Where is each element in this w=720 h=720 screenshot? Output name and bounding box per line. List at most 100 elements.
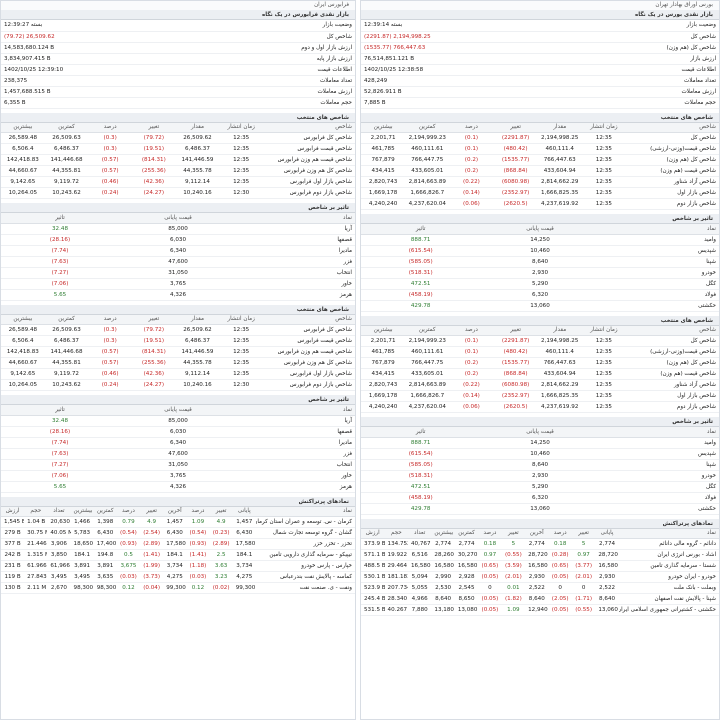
table-row[interactable]: خاور 3,765 (7.06) (1, 278, 355, 290)
symbol-link[interactable]: فولاد (599, 492, 719, 504)
index-name[interactable]: شاخص قیمت (هم وزن) (625, 368, 719, 380)
index-name[interactable]: شاخص قیمت هم وزن فرابورس (262, 154, 355, 166)
table-row[interactable]: خپارس - پارس خودرو 3,734 3.63 (1.18) 3,734 (1… (1, 560, 355, 572)
table-row[interactable]: هرمز 4,326 5.65 (1, 481, 355, 493)
column-header[interactable]: قیمت پایانی (480, 427, 600, 438)
column-header[interactable]: تاثیر (1, 213, 119, 224)
index-name[interactable]: شاخص کل هم وزن فرابورس (262, 165, 355, 177)
column-header[interactable]: زمان انتشار (219, 122, 263, 133)
index-name[interactable]: شاخص آزاد شناور (625, 379, 719, 391)
table-row[interactable]: شپنا - پالایش نفت اصفهان 8,640 (1.71) (2.05… (361, 593, 719, 605)
index-name[interactable]: شاخص بازار دوم (625, 401, 719, 413)
table-row[interactable]: حکشتی 13,060 429.78 (361, 300, 719, 312)
table-row[interactable]: شاخص کل فرابورس 12:35 26,509.62 (79.72) (0.3… (1, 324, 355, 336)
symbol-link[interactable]: ونفت - ی. صنعت نفت (255, 582, 355, 594)
table-row[interactable]: اشاد - بورس انرژی ایران 28,720 0.97 (0.28) 2… (361, 549, 719, 561)
table-row[interactable]: مادیرا 6,340 (7.74) (1, 245, 355, 257)
symbol-link[interactable]: حکشتی (599, 300, 719, 312)
column-header[interactable]: بیشترین (1, 314, 45, 325)
column-header[interactable]: شاخص (625, 122, 719, 133)
table-row[interactable]: خودرو - ایران خودرو 2,930 (2.01) (0.05) 2,93… (361, 571, 719, 583)
symbol-link[interactable]: قصفها (237, 234, 355, 246)
table-row[interactable]: شستا - سرمایه گذاری تامین 16,580 (3.77) (0.… (361, 560, 719, 572)
column-header[interactable]: حجم (24, 506, 48, 517)
table-row[interactable]: فزر 47,600 (7.63) (1, 448, 355, 460)
symbol-link[interactable]: خپارس - پارس خودرو (255, 560, 355, 572)
column-header[interactable]: زمان انتشار (581, 325, 626, 336)
column-header[interactable]: مقدار (175, 122, 220, 133)
index-name[interactable]: شاخص قیمت فرابورس (262, 143, 355, 155)
table-row[interactable]: شاخص بازار اول 12:35 1,666,825.35 (2352.97)… (361, 390, 719, 402)
table-row[interactable]: شپدیس 10,460 (615.54) (361, 245, 719, 257)
column-header[interactable]: مقدار (537, 122, 582, 133)
column-header[interactable]: کمترین (44, 122, 89, 133)
table-row[interactable]: وامید 14,250 888.71 (361, 234, 719, 246)
table-row[interactable]: شاخص قیمت(وزنی-ارزشی) 12:35 460,111.4 (480.… (361, 346, 719, 358)
index-name[interactable]: شاخص کل فرابورس (262, 132, 355, 144)
symbol-link[interactable]: خاور (237, 278, 355, 290)
column-header[interactable]: کمترین (405, 325, 450, 336)
table-row[interactable]: خودرو 2,930 (518.31) (361, 267, 719, 279)
symbol-link[interactable]: تیپیکو - سرمایه گذاری دارویی تامین (255, 549, 355, 561)
symbol-link[interactable]: حکشتی (599, 503, 719, 515)
symbol-link[interactable]: کرمان - س. توسعه و عمران استان کرمان (255, 516, 355, 528)
table-row[interactable]: کماسه - پالایش نفت بندرعباس 4,275 3.23 (0.0… (1, 571, 355, 583)
table-row[interactable]: شاخص قیمت هم وزن فرابورس 12:35 141,446.59(… (1, 154, 355, 166)
column-header[interactable]: درصد (478, 528, 502, 539)
symbol-link[interactable]: هرمز (237, 481, 355, 493)
symbol-link[interactable]: فزر (237, 448, 355, 460)
column-header[interactable]: درصد (88, 122, 132, 133)
index-name[interactable]: شاخص بازار دوم (625, 198, 719, 210)
index-name[interactable]: شاخص قیمت(وزنی-ارزشی) (625, 346, 719, 358)
column-header[interactable]: نماد (237, 405, 355, 416)
column-header[interactable]: بیشترین (70, 506, 94, 517)
symbol-link[interactable]: آریا (237, 415, 355, 427)
table-row[interactable]: شاخص بازار اول 12:35 1,666,825.35 (2352.97)… (361, 187, 719, 199)
table-row[interactable]: آریا 85,000 32.48 (1, 223, 355, 235)
table-row[interactable]: شاخص قیمت فرابورس 12:35 6,486.37 (19.51) (0.… (1, 335, 355, 347)
column-header[interactable]: نماد (255, 506, 355, 517)
symbol-link[interactable]: انتخاب (237, 459, 355, 471)
index-name[interactable]: شاخص کل (هم وزن) (625, 154, 719, 166)
column-header[interactable]: آخرین (163, 506, 187, 517)
column-header[interactable]: نماد (599, 427, 719, 438)
column-header[interactable]: شاخص (262, 314, 355, 325)
symbol-link[interactable]: شپدیس (599, 448, 719, 460)
breadcrumb[interactable]: بورس اوراق بهادار تهران (361, 1, 719, 10)
table-row[interactable]: شاخص کل هم وزن فرابورس 12:35 44,355.78 (255… (1, 357, 355, 369)
column-header[interactable]: نماد (618, 528, 719, 539)
symbol-link[interactable]: مادیرا (237, 245, 355, 257)
column-header[interactable]: آخرین (525, 528, 549, 539)
column-header[interactable]: تعداد (407, 528, 432, 539)
column-header[interactable]: درصد (548, 528, 572, 539)
table-row[interactable]: حکشتی 13,060 429.78 (361, 503, 719, 515)
symbol-link[interactable]: کماسه - پالایش نفت بندرعباس (255, 571, 355, 583)
column-header[interactable]: قیمت پایانی (119, 405, 237, 416)
table-row[interactable]: شاخص بازار دوم 12:35 4,237,619.92 (2620.5)(… (361, 401, 719, 413)
column-header[interactable]: درصد (186, 506, 210, 517)
breadcrumb[interactable]: فرابورس ایران (1, 1, 355, 10)
table-row[interactable]: تخزر - تخزر خزر 17,580 (2.89) (0.93) 17,580(… (1, 538, 355, 550)
column-header[interactable]: تغییر (132, 314, 176, 325)
symbol-link[interactable]: خاور (237, 470, 355, 482)
symbol-link[interactable]: کگل (599, 278, 719, 290)
symbol-link[interactable]: کگل (599, 481, 719, 493)
symbol-link[interactable]: هرمز (237, 289, 355, 301)
index-name[interactable]: شاخص کل (625, 335, 719, 347)
table-row[interactable]: ونفت - ی. صنعت نفت 99,300 (0.02) 0.12 99,300… (1, 582, 355, 594)
column-header[interactable]: درصد (449, 325, 494, 336)
table-row[interactable]: شاخص بازار اول فرابورس 12:35 9,112.14 (42.3… (1, 368, 355, 380)
table-row[interactable]: تیپیکو - سرمایه گذاری دارویی تامین 184.1 2… (1, 549, 355, 561)
symbol-link[interactable]: شپدیس (599, 245, 719, 257)
column-header[interactable]: بیشترین (361, 325, 406, 336)
table-row[interactable]: شاخص قیمت فرابورس 12:35 6,486.37 (19.51) (0.… (1, 143, 355, 155)
symbol-link[interactable]: وبملت - بانک ملت (618, 582, 719, 594)
column-header[interactable]: تغییر (132, 122, 176, 133)
table-row[interactable]: حکشتی - کشتیرانی جمهوری اسلامی ایران 13,0… (361, 604, 719, 616)
table-row[interactable]: شاخص بازار دوم فرابورس 12:30 10,240.16 (24.… (1, 187, 355, 199)
index-name[interactable]: شاخص قیمت(وزنی-ارزشی) (625, 143, 719, 155)
index-name[interactable]: شاخص قیمت فرابورس (262, 335, 355, 347)
table-row[interactable]: کگل 5,290 472.51 (361, 481, 719, 493)
column-header[interactable]: کمترین (44, 314, 89, 325)
table-row[interactable]: آریا 85,000 32.48 (1, 415, 355, 427)
